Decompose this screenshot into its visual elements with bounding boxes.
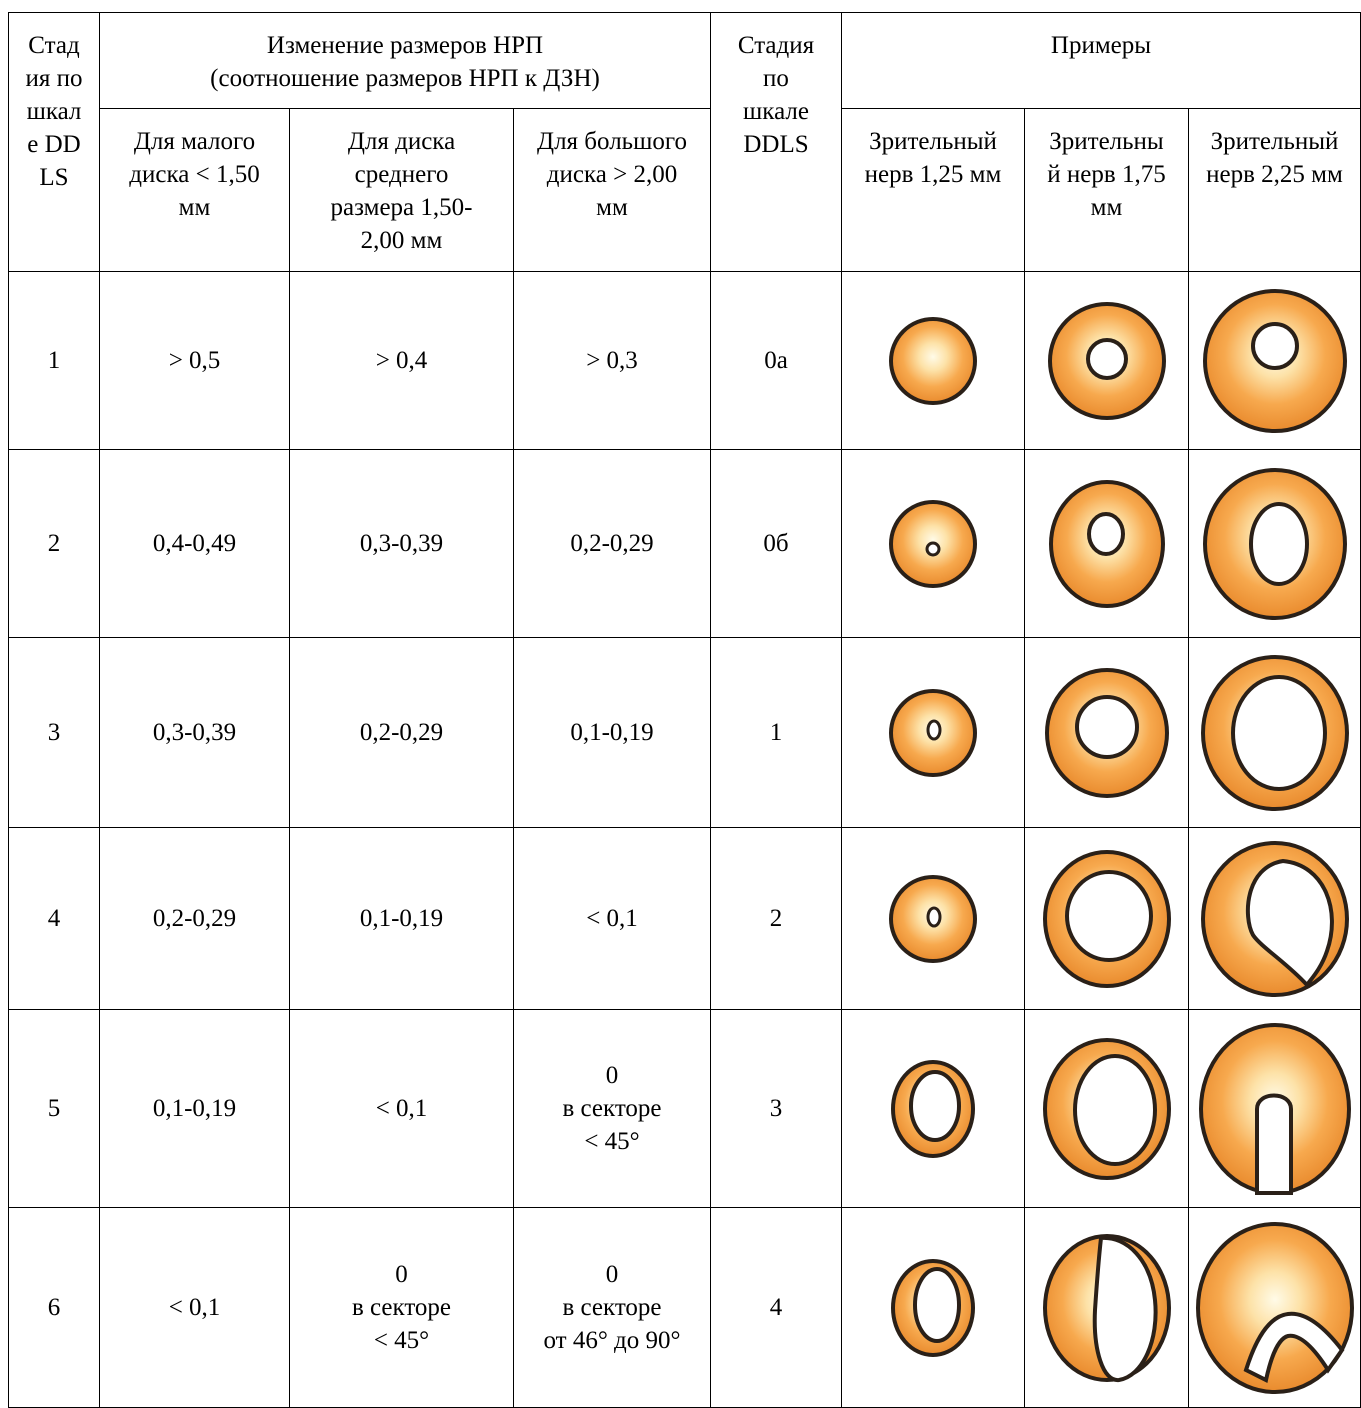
header-stage: Стадия по шкале DDLS [8,12,100,272]
large-disc-cell: 0 в секторе от 46° до 90° [513,1207,711,1408]
table-row: 4 0,2-0,29 0,1-0,19 < 0,1 2 [8,827,1361,1010]
table-row: 6 < 0,1 0 в секторе < 45° 0 в секторе от… [8,1207,1361,1408]
header-nerve-175-label: Зрительны й нерв 1,75 мм [1047,128,1166,221]
optic-disc-diagram-icon [1202,467,1347,620]
header-nerve-225: Зрительный нерв 2,25 мм [1188,108,1361,272]
example-cell [841,637,1025,828]
stage-cell: 2 [8,449,100,638]
optic-disc-diagram-icon [1200,840,1349,997]
example-cell [841,1207,1025,1408]
optic-disc-diagram-icon [889,316,977,405]
example-cell [1188,637,1361,828]
optic-disc-diagram-icon [1200,654,1349,811]
ddls-stage-cell: 0а [710,271,842,450]
medium-disc-cell: 0,3-0,39 [289,449,514,638]
optic-disc-diagram-icon [1042,1233,1171,1382]
example-cell [1188,449,1361,638]
example-cell [1188,271,1361,450]
ddls-stage-cell: 4 [710,1207,842,1408]
small-disc-cell: 0,3-0,39 [99,637,290,828]
header-examples-group: Примеры [841,12,1361,109]
ddls-stage-cell: 3 [710,1009,842,1208]
small-disc-cell: 0,1-0,19 [99,1009,290,1208]
medium-disc-cell: 0,2-0,29 [289,637,514,828]
table-row: 2 0,4-0,49 0,3-0,39 0,2-0,29 0б [8,449,1361,638]
header-ddls-label: Стадия по шкале DDLS [737,32,815,158]
stage-cell: 6 [8,1207,100,1408]
table-row: 1 > 0,5 > 0,4 > 0,3 0а [8,271,1361,450]
table-row: 5 0,1-0,19 < 0,1 0 в секторе < 45° 3 [8,1009,1361,1208]
optic-disc-diagram-icon [1044,667,1169,798]
example-cell [1024,449,1189,638]
optic-disc-diagram-icon [889,874,977,963]
header-examples-label: Примеры [1050,32,1152,59]
header-large-disc-label: Для большого диска > 2,00 мм [537,128,687,221]
small-disc-cell: > 0,5 [99,271,290,450]
example-cell [1024,637,1189,828]
small-disc-cell: < 0,1 [99,1207,290,1408]
medium-disc-cell: 0 в секторе < 45° [289,1207,514,1408]
stage-cell: 1 [8,271,100,450]
example-cell [841,1009,1025,1208]
example-cell [1024,1207,1189,1408]
example-cell [1024,827,1189,1010]
header-nerve-225-label: Зрительный нерв 2,25 мм [1206,128,1343,188]
small-disc-cell: 0,4-0,49 [99,449,290,638]
ddls-table: Стадия по шкале DDLS Изменение размеров … [8,12,1361,1408]
header-change-group: Изменение размеров НРП (соотношение разм… [99,12,711,109]
header-ddls: Стадия по шкале DDLS [710,12,842,272]
example-cell [1024,271,1189,450]
stage-cell: 4 [8,827,100,1010]
header-change-group-label: Изменение размеров НРП (соотношение разм… [210,32,600,92]
large-disc-cell: 0,1-0,19 [513,637,711,828]
example-cell [1024,1009,1189,1208]
optic-disc-diagram-icon [889,688,977,777]
example-cell [1188,827,1361,1010]
optic-disc-diagram-icon [1198,1022,1351,1195]
optic-disc-diagram-icon [1047,301,1166,420]
header-small-disc: Для малого диска < 1,50 мм [99,108,290,272]
optic-disc-diagram-icon [891,1258,975,1357]
header-medium-disc-label: Для диска среднего размера 1,50- 2,00 мм [330,128,473,254]
header-nerve-175: Зрительны й нерв 1,75 мм [1024,108,1189,272]
stage-cell: 5 [8,1009,100,1208]
large-disc-cell: > 0,3 [513,271,711,450]
optic-disc-diagram-icon [1048,479,1165,608]
header-stage-label: Стадия по шкале DDLS [25,32,83,191]
header-nerve-125: Зрительный нерв 1,25 мм [841,108,1025,272]
large-disc-cell: 0,2-0,29 [513,449,711,638]
optic-disc-diagram-icon [891,1059,975,1158]
large-disc-cell: 0 в секторе < 45° [513,1009,711,1208]
optic-disc-diagram-icon [1042,849,1171,988]
table-row: 3 0,3-0,39 0,2-0,29 0,1-0,19 1 [8,637,1361,828]
ddls-stage-cell: 2 [710,827,842,1010]
small-disc-cell: 0,2-0,29 [99,827,290,1010]
optic-disc-diagram-icon [889,499,977,588]
example-cell [841,827,1025,1010]
medium-disc-cell: < 0,1 [289,1009,514,1208]
example-cell [1188,1009,1361,1208]
header-large-disc: Для большого диска > 2,00 мм [513,108,711,272]
header-nerve-125-label: Зрительный нерв 1,25 мм [864,128,1002,188]
optic-disc-diagram-icon [1202,288,1347,433]
ddls-stage-cell: 1 [710,637,842,828]
optic-disc-diagram-icon [1195,1221,1354,1394]
header-small-disc-label: Для малого диска < 1,50 мм [129,128,260,221]
medium-disc-cell: > 0,4 [289,271,514,450]
medium-disc-cell: 0,1-0,19 [289,827,514,1010]
ddls-stage-cell: 0б [710,449,842,638]
example-cell [1188,1207,1361,1408]
optic-disc-diagram-icon [1042,1037,1171,1180]
large-disc-cell: < 0,1 [513,827,711,1010]
header-medium-disc: Для диска среднего размера 1,50- 2,00 мм [289,108,514,272]
stage-cell: 3 [8,637,100,828]
example-cell [841,449,1025,638]
example-cell [841,271,1025,450]
